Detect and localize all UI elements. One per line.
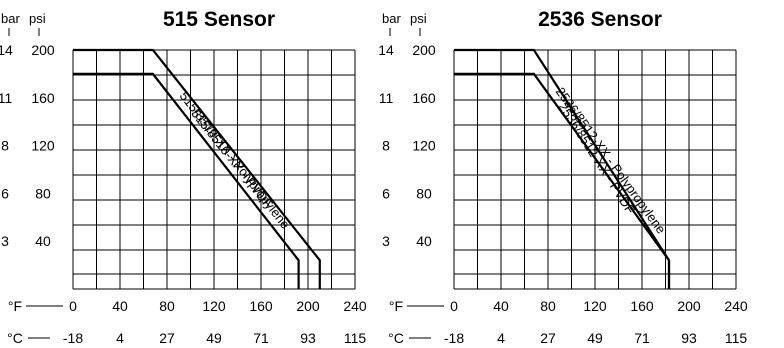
x-tick-f: 0 (450, 298, 458, 314)
x-tick-c: 115 (344, 330, 367, 346)
y-tick-bar: 11 (379, 90, 394, 106)
x-tick-c: 93 (681, 330, 697, 346)
x-unit-f: °F (389, 298, 403, 314)
x-tick-c: 71 (634, 330, 650, 346)
x-tick-f: 40 (112, 298, 128, 314)
series-line-2 (73, 72, 300, 289)
y-tick-psi: 120 (31, 138, 55, 154)
y-unit-bar: bar (1, 11, 20, 26)
y-tick-bar: 14 (378, 42, 394, 58)
x-unit-f: °F (8, 298, 22, 314)
y-unit-psi: psi (410, 11, 427, 26)
x-tick-c: 71 (253, 330, 269, 346)
y-tick-bar: 8 (1, 138, 9, 154)
y-tick-bar: 8 (382, 138, 390, 154)
x-tick-f: 160 (630, 298, 654, 314)
x-tick-c: 93 (300, 330, 316, 346)
series-label: 515/8510-XX - Polypropylene (177, 88, 293, 231)
chart-title: 515 Sensor (163, 8, 275, 31)
x-tick-c: 27 (540, 330, 556, 346)
x-tick-c: 115 (725, 330, 748, 346)
x-tick-c: -18 (63, 330, 83, 346)
x-tick-c: 27 (159, 330, 175, 346)
y-tick-psi: 200 (412, 42, 436, 58)
x-tick-c: 49 (587, 330, 603, 346)
x-unit-c: °C (7, 330, 23, 346)
x-tick-c: 4 (497, 330, 505, 346)
y-tick-psi: 80 (35, 185, 51, 201)
x-tick-c: 49 (206, 330, 222, 346)
x-tick-f: 240 (724, 298, 748, 314)
series-line-1 (73, 48, 321, 289)
x-unit-c: °C (388, 330, 404, 346)
y-tick-psi: 80 (416, 185, 432, 201)
chart-title: 2536 Sensor (538, 8, 662, 31)
series-label: 2536/8512-XX - Polypropylene (553, 84, 669, 236)
x-tick-f: 0 (69, 298, 77, 314)
y-tick-bar: 14 (0, 42, 13, 58)
x-tick-f: 160 (249, 298, 273, 314)
series-line-2 (454, 72, 671, 289)
grid (453, 49, 737, 290)
y-tick-psi: 40 (35, 233, 51, 249)
y-tick-psi: 160 (412, 90, 436, 106)
x-tick-f: 200 (677, 298, 701, 314)
y-tick-bar: 6 (382, 185, 390, 201)
x-tick-f: 80 (540, 298, 556, 314)
y-tick-bar: 3 (382, 233, 390, 249)
y-tick-psi: 200 (31, 42, 55, 58)
y-tick-bar: 11 (0, 90, 12, 106)
x-tick-f: 80 (159, 298, 175, 314)
x-tick-f: 240 (343, 298, 367, 314)
grid (72, 49, 356, 290)
x-tick-f: 120 (583, 298, 607, 314)
x-tick-f: 120 (202, 298, 226, 314)
y-tick-bar: 6 (1, 185, 9, 201)
x-tick-f: 200 (296, 298, 320, 314)
y-tick-psi: 160 (31, 90, 55, 106)
y-unit-psi: psi (29, 11, 46, 26)
y-tick-psi: 40 (416, 233, 432, 249)
y-unit-bar: bar (382, 11, 401, 26)
x-tick-c: 4 (116, 330, 124, 346)
x-tick-c: -18 (444, 330, 464, 346)
y-tick-bar: 3 (1, 233, 9, 249)
y-tick-psi: 120 (412, 138, 436, 154)
x-tick-f: 40 (493, 298, 509, 314)
